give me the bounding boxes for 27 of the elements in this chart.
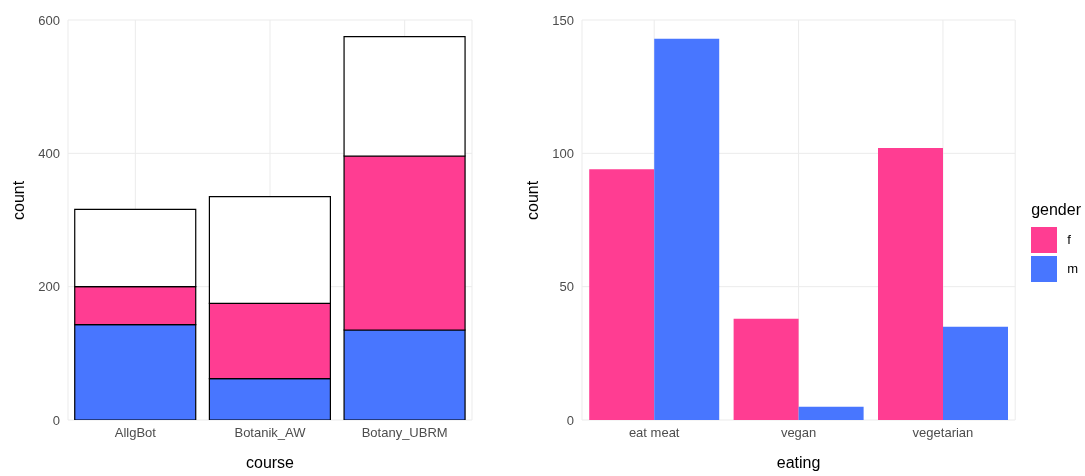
y-axis-title: count (9, 180, 27, 220)
y-tick-label: 50 (559, 279, 574, 295)
x-tick-label: Botany_UBRM (361, 425, 448, 441)
bar (943, 326, 1008, 420)
y-tick-label: 400 (38, 145, 60, 161)
y-tick-label: 200 (38, 279, 60, 295)
bar (878, 148, 943, 420)
legend-label: f (1067, 232, 1071, 247)
x-tick-label: Botanik_AW (234, 425, 307, 441)
legend-title: gender (1031, 201, 1081, 219)
bar (654, 38, 720, 420)
bar (733, 318, 799, 420)
x-tick-label: vegetarian (912, 425, 974, 441)
legend-label: m (1067, 261, 1079, 276)
y-tick-label: 600 (38, 12, 60, 28)
y-tick-label: 0 (566, 412, 574, 428)
x-tick-label: vegan (780, 425, 817, 441)
x-axis-title: eating (776, 454, 821, 471)
y-axis-title: count (523, 180, 541, 220)
y-tick-label: 150 (552, 12, 574, 28)
bar (798, 406, 864, 420)
y-tick-label: 0 (52, 412, 60, 428)
y-tick-label: 100 (552, 145, 574, 161)
x-tick-label: eat meat (628, 425, 680, 441)
x-tick-label: AllgBot (114, 425, 157, 441)
x-axis-title: course (245, 454, 295, 471)
bar (589, 169, 655, 420)
